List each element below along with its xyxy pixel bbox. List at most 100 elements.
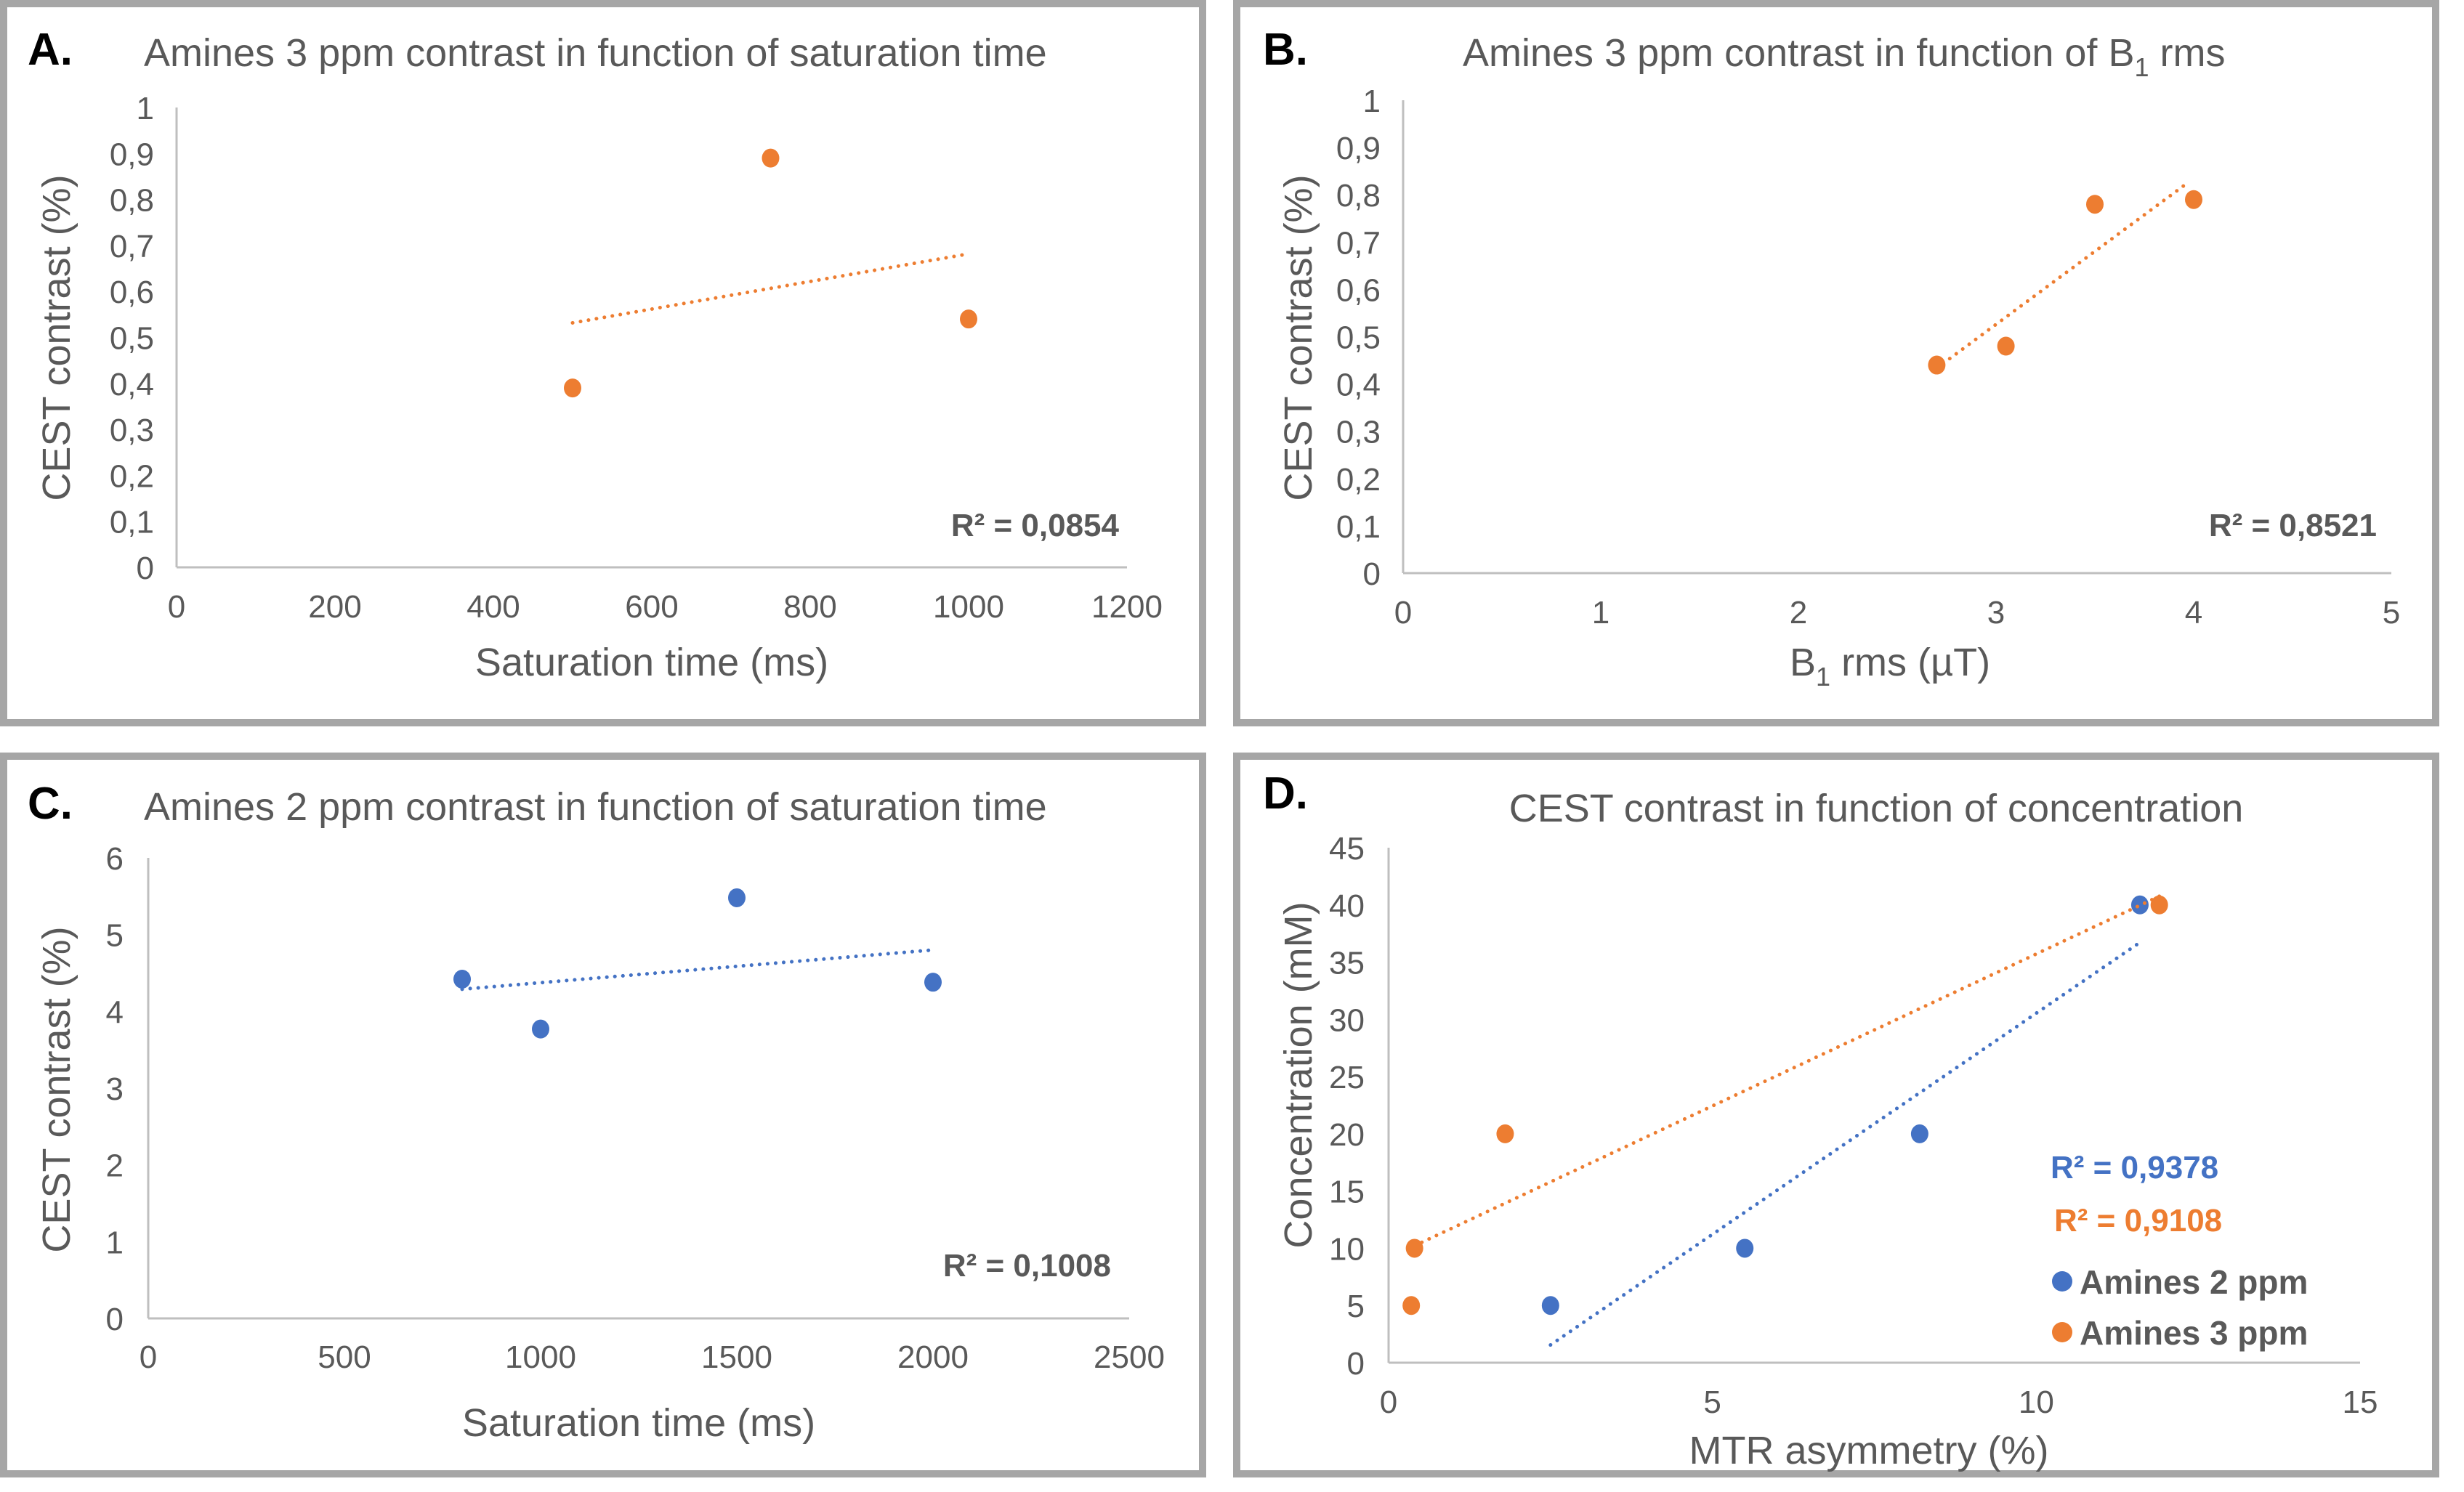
x-tick-label: 4 <box>2185 595 2202 631</box>
y-tick-label: 0,7 <box>1336 225 1381 261</box>
panel-d-title: CEST contrast in function of concentrati… <box>1509 787 2244 830</box>
trendline <box>570 252 971 325</box>
panel-a-plot: 0 0,1 0,2 0,3 0,4 0,5 0,6 0,7 0,8 0,9 1 0 200 400 600 8… <box>110 91 1163 625</box>
y-tick-label: 0,5 <box>110 321 154 357</box>
panel-b-title-subscript: 1 <box>2134 52 2149 82</box>
x-tick-label: 0 <box>140 1339 157 1375</box>
data-point <box>1736 1238 1754 1258</box>
y-tick-label: 0,6 <box>110 275 154 310</box>
panel-c-plot: 0 1 2 3 4 5 6 0 500 1000 1500 2000 2500 R² = 0,1008 <box>106 841 1165 1375</box>
panel-c-x-axis-title: Saturation time (ms) <box>462 1401 815 1445</box>
panel-d-y-axis-title: Concentration (mM) <box>1277 901 1320 1248</box>
x-tick-label: 2 <box>1790 595 1807 631</box>
y-tick-label: 0,8 <box>110 183 154 219</box>
data-point <box>1402 1296 1421 1315</box>
panel-d: D. CEST contrast in function of concentr… <box>1233 753 2439 1477</box>
data-point <box>1910 1124 1928 1143</box>
x-tick-label: 1200 <box>1091 589 1163 625</box>
y-tick-label: 1 <box>1363 84 1381 119</box>
y-tick-label: 0 <box>1347 1346 1365 1382</box>
panel-a: A. Amines 3 ppm contrast in function of … <box>0 0 1206 726</box>
panel-c: C. Amines 2 ppm contrast in function of … <box>0 753 1206 1477</box>
y-tick-label: 5 <box>106 918 124 954</box>
panel-c-letter: C. <box>28 779 73 829</box>
panel-b-x-axis-title-suffix: rms (µT) <box>1830 641 1990 684</box>
y-tick-label: 0,2 <box>1336 462 1381 498</box>
panel-b-frame <box>1233 0 2439 726</box>
panel-b-x-axis-title: B1 rms (µT) <box>1790 641 1990 692</box>
x-tick-label: 600 <box>625 589 678 625</box>
x-tick-label: 1000 <box>933 589 1004 625</box>
data-point <box>960 309 977 329</box>
panel-c-frame <box>0 753 1206 1477</box>
legend-label-amines-2ppm: Amines 2 ppm <box>2080 1263 2308 1301</box>
data-point <box>728 888 746 907</box>
y-tick-label: 0,1 <box>1336 509 1381 545</box>
data-point <box>1541 1296 1559 1315</box>
data-point <box>1928 355 1946 375</box>
y-tick-label: 0 <box>1363 556 1381 592</box>
y-tick-label: 0,7 <box>110 229 154 264</box>
data-point <box>1997 336 2015 356</box>
y-tick-label: 5 <box>1347 1289 1365 1324</box>
y-tick-label: 4 <box>106 994 124 1030</box>
x-tick-label: 5 <box>2383 595 2400 631</box>
x-tick-label: 0 <box>1380 1384 1397 1420</box>
legend-label-amines-3ppm: Amines 3 ppm <box>2080 1314 2308 1352</box>
r-squared-label: R² = 0,9378 <box>2051 1150 2218 1185</box>
y-tick-label: 0,3 <box>110 413 154 448</box>
y-tick-label: 1 <box>137 91 154 126</box>
data-point <box>564 378 581 398</box>
y-tick-label: 0,6 <box>1336 272 1381 308</box>
panel-c-y-axis-title: CEST contrast (%) <box>35 926 78 1252</box>
r-squared-label: R² = 0,1008 <box>943 1248 1111 1284</box>
panel-b-title: Amines 3 ppm contrast in function of B1 … <box>1463 31 2225 82</box>
y-tick-label: 30 <box>1329 1002 1365 1038</box>
x-tick-label: 1500 <box>701 1339 772 1375</box>
panel-d-plot: 0 5 10 15 20 25 30 35 40 45 0 5 10 15 R² = 0,9378 R² = … <box>1329 831 2378 1420</box>
y-tick-label: 0,2 <box>110 458 154 494</box>
panel-a-title: Amines 3 ppm contrast in function of sat… <box>144 31 1047 75</box>
trendline <box>1413 894 2162 1248</box>
x-tick-label: 5 <box>1703 1384 1721 1420</box>
y-tick-label: 0,4 <box>1336 368 1381 403</box>
panel-b-x-axis-title-subscript: 1 <box>1816 662 1830 692</box>
data-point <box>2185 190 2202 209</box>
x-tick-label: 2000 <box>897 1339 969 1375</box>
y-tick-label: 2 <box>106 1148 124 1184</box>
x-tick-label: 1 <box>1592 595 1609 631</box>
panel-c-title: Amines 2 ppm contrast in function of sat… <box>144 785 1047 829</box>
x-tick-label: 3 <box>1987 595 2005 631</box>
x-tick-label: 1000 <box>505 1339 576 1375</box>
y-tick-label: 0 <box>137 551 154 586</box>
data-point <box>1405 1238 1423 1258</box>
y-tick-label: 15 <box>1329 1175 1365 1210</box>
y-tick-label: 1 <box>106 1225 124 1260</box>
x-tick-label: 200 <box>308 589 361 625</box>
r-squared-label: R² = 0,0854 <box>951 508 1120 543</box>
data-point <box>2150 895 2168 915</box>
trendline <box>460 948 935 992</box>
y-tick-label: 40 <box>1329 888 1365 924</box>
panel-a-y-axis-title: CEST contrast (%) <box>35 174 78 500</box>
y-tick-label: 6 <box>106 841 124 877</box>
data-point <box>453 969 471 989</box>
x-tick-label: 0 <box>168 589 185 625</box>
panel-a-x-axis-title: Saturation time (ms) <box>475 641 828 684</box>
panel-b: B. Amines 3 ppm contrast in function of … <box>1233 0 2439 726</box>
y-tick-label: 0,9 <box>1336 131 1381 166</box>
y-tick-label: 35 <box>1329 946 1365 981</box>
panel-b-y-axis-title: CEST contrast (%) <box>1277 174 1320 500</box>
panel-d-frame <box>1233 753 2439 1477</box>
y-tick-label: 0,4 <box>110 367 154 402</box>
y-tick-label: 25 <box>1329 1060 1365 1095</box>
panel-b-letter: B. <box>1263 25 1308 75</box>
panel-b-plot: 0 0,1 0,2 0,3 0,4 0,5 0,6 0,7 0,8 0,9 1 0 1 2 3 4 5 R² = … <box>1336 84 2400 631</box>
panel-b-title-main: Amines 3 ppm contrast in function of B <box>1463 31 2134 75</box>
panel-d-letter: D. <box>1263 769 1308 819</box>
data-point <box>2086 195 2104 214</box>
y-tick-label: 0 <box>106 1302 124 1337</box>
panel-a-frame <box>0 0 1206 726</box>
panel-a-letter: A. <box>28 25 73 75</box>
